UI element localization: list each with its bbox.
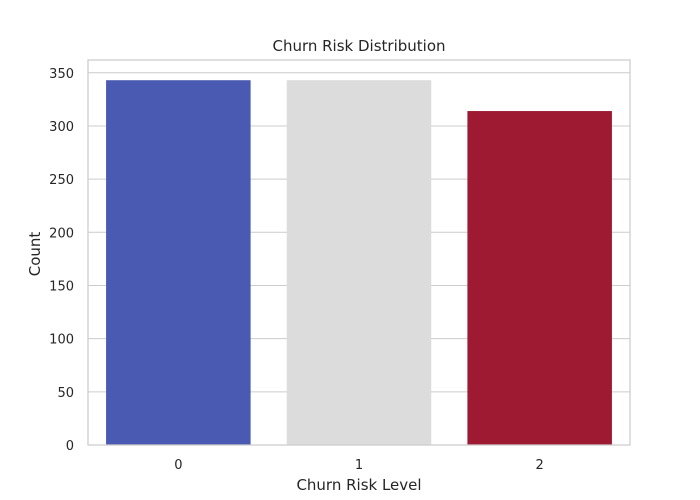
bar-0 [106,80,251,445]
y-tick-label: 150 [49,279,74,294]
y-tick-label: 0 [66,439,74,454]
chart-title: Churn Risk Distribution [272,37,445,55]
y-axis-label: Count [26,232,44,277]
y-tick-label: 100 [49,333,74,348]
x-tick-label: 0 [174,458,182,473]
x-tick-label: 2 [536,458,544,473]
y-tick-label: 50 [57,386,74,401]
x-tick-label: 1 [355,458,363,473]
y-tick-label: 350 [49,67,74,82]
bar-2 [467,111,612,446]
y-tick-label: 250 [49,173,74,188]
x-axis-label: Churn Risk Level [296,476,421,494]
y-tick-label: 300 [49,120,74,135]
y-tick-label: 200 [49,226,74,241]
x-tick-labels: 0 1 2 [174,458,544,473]
plot-frame [87,59,631,446]
y-tick-labels: 0 50 100 150 200 250 300 350 [49,67,74,454]
bar-1 [286,80,432,445]
bars [106,80,612,446]
